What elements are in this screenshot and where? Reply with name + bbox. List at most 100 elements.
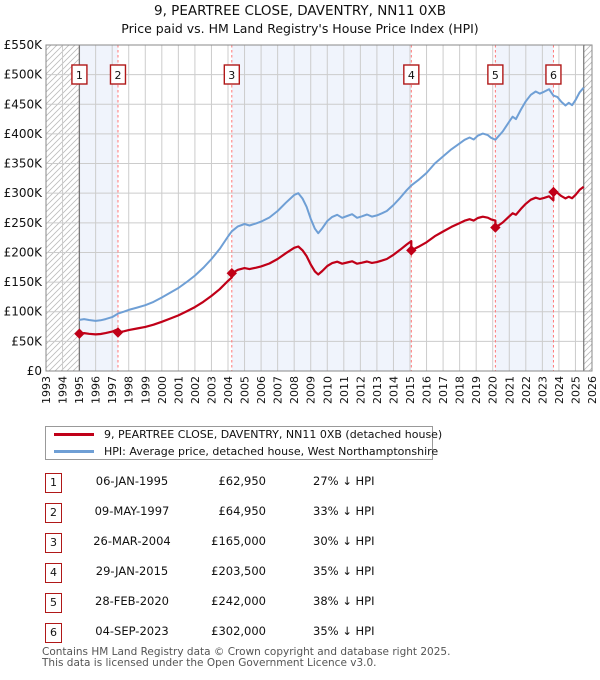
- sale-date: 09-MAY-1997: [94, 504, 170, 518]
- sale-price: £242,000: [211, 594, 266, 608]
- svg-text:£350K: £350K: [4, 157, 44, 171]
- sale-marker: [112, 327, 124, 338]
- svg-text:2024: 2024: [553, 376, 566, 404]
- chart-title: 9, PEARTREE CLOSE, DAVENTRY, NN11 0XB: [154, 3, 446, 19]
- chart-subtitle: Price paid vs. HM Land Registry's House …: [121, 21, 479, 36]
- license-footer: Contains HM Land Registry data © Crown c…: [42, 646, 451, 670]
- svg-text:1995: 1995: [73, 376, 86, 404]
- svg-text:£150K: £150K: [4, 275, 44, 289]
- property-line-swatch: [54, 433, 94, 437]
- legend-item: 9, PEARTREE CLOSE, DAVENTRY, NN11 0XB (d…: [46, 428, 442, 442]
- svg-text:2005: 2005: [239, 376, 252, 404]
- svg-text:£400K: £400K: [4, 127, 44, 141]
- sale-date: 26-MAR-2004: [93, 534, 171, 548]
- sale-pct-vs-hpi: 30% ↓ HPI: [313, 534, 375, 548]
- x-axis-labels: 1993 1994 1995 1996 1997 1998 1999 2000 2001 2002…: [40, 376, 599, 404]
- svg-text:6: 6: [550, 69, 557, 82]
- sale-pct-vs-hpi: 35% ↓ HPI: [313, 564, 375, 578]
- sale-number-badge: 2: [45, 503, 62, 523]
- sale-markers: [74, 186, 559, 339]
- sale-row: 2 09-MAY-1997 £64,950 33% ↓ HPI: [0, 503, 600, 523]
- hpi-line: [79, 87, 585, 322]
- sale-date: 28-FEB-2020: [95, 594, 169, 608]
- svg-text:2013: 2013: [371, 376, 384, 404]
- sale-row: 4 29-JAN-2015 £203,500 35% ↓ HPI: [0, 563, 600, 583]
- svg-text:4: 4: [408, 69, 415, 82]
- svg-text:5: 5: [492, 69, 499, 82]
- property-line: [79, 185, 585, 336]
- svg-text:2006: 2006: [255, 376, 268, 404]
- legend-label: HPI: Average price, detached house, West…: [104, 444, 439, 458]
- svg-text:1996: 1996: [90, 376, 103, 404]
- sale-price: £165,000: [211, 534, 266, 548]
- sale-number-badge: 1: [45, 473, 62, 493]
- legend-label: 9, PEARTREE CLOSE, DAVENTRY, NN11 0XB (d…: [104, 428, 443, 442]
- svg-text:2009: 2009: [305, 376, 318, 404]
- svg-text:1998: 1998: [123, 376, 136, 404]
- svg-text:2003: 2003: [205, 376, 218, 404]
- svg-text:2014: 2014: [387, 376, 400, 404]
- sale-marker: [226, 268, 238, 279]
- svg-text:£0: £0: [27, 364, 42, 378]
- svg-text:2001: 2001: [172, 376, 185, 404]
- svg-text:£450K: £450K: [4, 97, 44, 111]
- svg-text:£250K: £250K: [4, 216, 44, 230]
- svg-text:2015: 2015: [404, 376, 417, 404]
- svg-text:2018: 2018: [454, 376, 467, 404]
- y-axis-labels: £0 £50K £100K £150K £200K £250K £300K £350K £400…: [4, 38, 44, 378]
- svg-text:2: 2: [114, 69, 121, 82]
- svg-text:2000: 2000: [156, 376, 169, 404]
- price-chart: 1 2 3 4 5 6 £0 £50K £100K £150K £200K £250K £300K £35…: [4, 38, 599, 404]
- svg-text:2021: 2021: [503, 376, 516, 404]
- sale-row: 3 26-MAR-2004 £165,000 30% ↓ HPI: [0, 533, 600, 553]
- sale-price: £62,950: [218, 474, 266, 488]
- svg-text:£300K: £300K: [4, 186, 44, 200]
- svg-text:2016: 2016: [421, 376, 434, 404]
- svg-text:2020: 2020: [487, 376, 500, 404]
- svg-text:2002: 2002: [189, 376, 202, 404]
- svg-text:2011: 2011: [338, 376, 351, 404]
- sale-price: £302,000: [211, 624, 266, 638]
- shaded-bands: [79, 45, 554, 371]
- svg-text:2008: 2008: [288, 376, 301, 404]
- svg-text:2007: 2007: [272, 376, 285, 404]
- svg-text:2022: 2022: [520, 376, 533, 404]
- svg-text:2004: 2004: [222, 376, 235, 404]
- svg-text:1997: 1997: [106, 376, 119, 404]
- svg-text:1999: 1999: [139, 376, 152, 404]
- sale-pct-vs-hpi: 27% ↓ HPI: [313, 474, 375, 488]
- sale-number-badge: 5: [45, 593, 62, 613]
- svg-text:2012: 2012: [354, 376, 367, 404]
- sale-pct-vs-hpi: 33% ↓ HPI: [313, 504, 375, 518]
- svg-text:£50K: £50K: [11, 334, 43, 348]
- chart-legend: 9, PEARTREE CLOSE, DAVENTRY, NN11 0XB (d…: [45, 426, 442, 460]
- sale-price: £64,950: [218, 504, 266, 518]
- sale-marker: [406, 245, 417, 256]
- svg-text:2026: 2026: [586, 376, 599, 404]
- sale-date: 06-JAN-1995: [95, 474, 169, 488]
- footer-line-2: This data is licensed under the Open Gov…: [42, 657, 377, 670]
- svg-text:£100K: £100K: [4, 305, 44, 319]
- svg-text:2023: 2023: [536, 376, 549, 404]
- svg-text:2010: 2010: [321, 376, 334, 404]
- sale-pct-vs-hpi: 38% ↓ HPI: [313, 594, 375, 608]
- sale-number-badge: 3: [45, 533, 62, 553]
- sale-marker: [74, 328, 85, 339]
- sale-row: 1 06-JAN-1995 £62,950 27% ↓ HPI: [0, 473, 600, 493]
- sale-row: 6 04-SEP-2023 £302,000 35% ↓ HPI: [0, 623, 600, 643]
- svg-text:£550K: £550K: [4, 38, 44, 52]
- svg-text:2025: 2025: [569, 376, 582, 404]
- svg-text:1993: 1993: [40, 376, 53, 404]
- footer-line-1: Contains HM Land Registry data © Crown c…: [42, 646, 451, 658]
- sale-date: 04-SEP-2023: [95, 624, 169, 638]
- svg-text:2019: 2019: [470, 376, 483, 404]
- svg-text:3: 3: [228, 69, 235, 82]
- sale-number-badges: 1 2 3 4 5 6: [71, 64, 562, 85]
- sale-number-badge: 4: [45, 563, 62, 583]
- sale-price: £203,500: [211, 564, 266, 578]
- svg-text:2017: 2017: [437, 376, 450, 404]
- svg-text:1: 1: [76, 69, 83, 82]
- sale-marker: [490, 222, 501, 233]
- sale-row: 5 28-FEB-2020 £242,000 38% ↓ HPI: [0, 593, 600, 613]
